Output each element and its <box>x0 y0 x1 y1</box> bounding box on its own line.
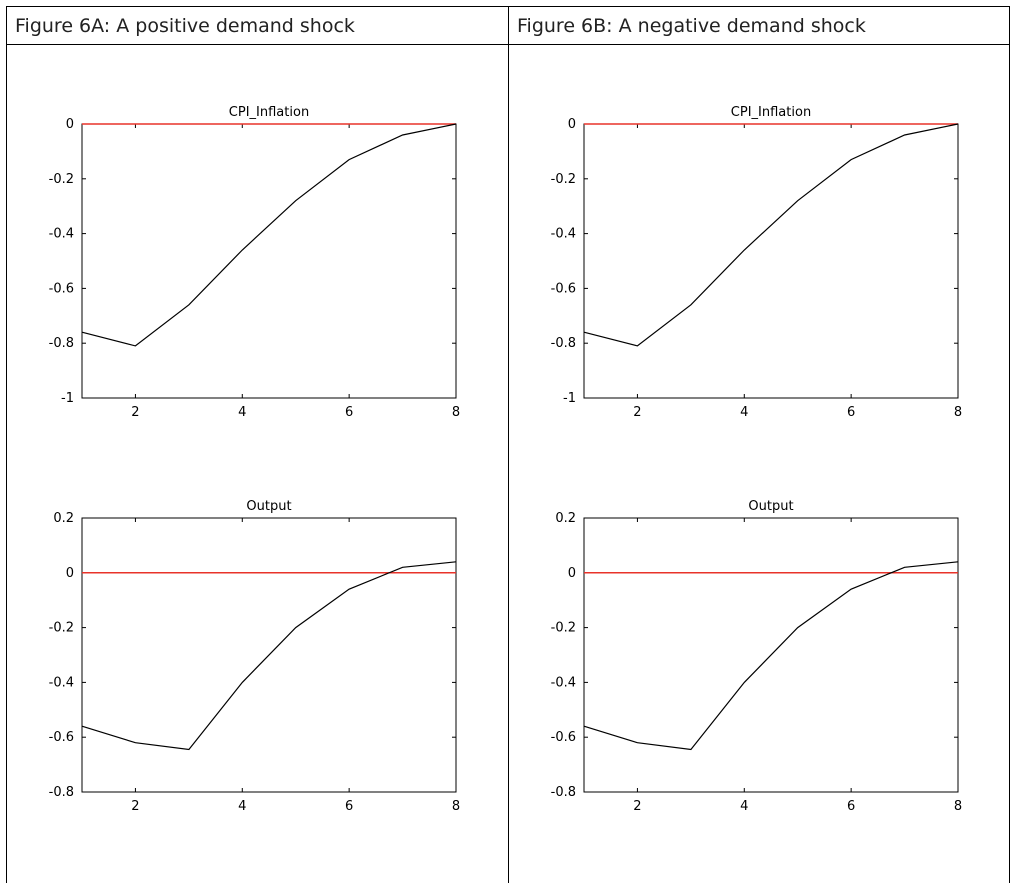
y-tick-label: 0 <box>66 566 74 581</box>
x-tick-label: 6 <box>847 405 855 420</box>
x-tick-label: 6 <box>345 405 353 420</box>
chart-6b-output: Output -0.8 -0.6 -0.4 -0.2 0 0.2 2 4 6 8 <box>551 499 963 814</box>
panel-6a-caption: Figure 6A: A positive demand shock <box>7 6 508 45</box>
response-series-line <box>583 123 959 347</box>
x-tick-label: 6 <box>847 799 855 814</box>
y-tick-label: -0.6 <box>551 730 576 745</box>
y-tick-label: -0.4 <box>551 675 576 690</box>
chart-title: Output <box>748 499 793 514</box>
x-tick-label: 8 <box>452 405 460 420</box>
chart-title: CPI_Inflation <box>229 105 309 120</box>
response-series-line <box>81 561 457 751</box>
y-tick-label: -0.2 <box>49 621 74 636</box>
plot-frame <box>583 123 959 399</box>
x-tick-label: 8 <box>452 799 460 814</box>
x-tick-label: 8 <box>954 405 962 420</box>
panel-6a: Figure 6A: A positive demand shock CPI_I… <box>6 6 509 883</box>
y-tick-label: -0.8 <box>551 785 576 800</box>
y-tick-label: 0.2 <box>555 511 576 526</box>
x-tick-label: 2 <box>633 405 641 420</box>
y-tick-label: 0 <box>66 117 74 132</box>
x-tick-label: 6 <box>345 799 353 814</box>
plot-frame <box>583 517 959 793</box>
chart-6a-cpi-inflation: CPI_Inflation -1 -0.8 -0.6 -0.4 -0.2 0 2 4 6 8 <box>49 105 461 420</box>
y-tick-label: -0.4 <box>49 675 74 690</box>
y-tick-label: -0.2 <box>551 621 576 636</box>
x-tick-label: 2 <box>131 405 139 420</box>
x-tick-label: 4 <box>238 405 246 420</box>
y-tick-label: -1 <box>563 391 576 406</box>
panel-6b: Figure 6B: A negative demand shock CPI_I… <box>509 6 1010 883</box>
y-tick-label: -0.6 <box>49 281 74 296</box>
plot-frame <box>81 123 457 399</box>
y-tick-label: -1 <box>61 391 74 406</box>
x-tick-label: 2 <box>131 799 139 814</box>
x-tick-label: 2 <box>633 799 641 814</box>
figure-table: Figure 6A: A positive demand shock CPI_I… <box>6 6 1010 883</box>
response-series-line <box>583 561 959 751</box>
y-tick-label: -0.2 <box>49 172 74 187</box>
x-tick-label: 4 <box>740 405 748 420</box>
y-tick-label: -0.6 <box>551 281 576 296</box>
plot-frame <box>81 517 457 793</box>
x-tick-label: 4 <box>238 799 246 814</box>
y-tick-label: -0.4 <box>49 227 74 242</box>
y-tick-label: -0.8 <box>49 785 74 800</box>
x-tick-label: 4 <box>740 799 748 814</box>
y-tick-label: -0.2 <box>551 172 576 187</box>
y-tick-label: -0.4 <box>551 227 576 242</box>
y-tick-label: 0.2 <box>53 511 74 526</box>
chart-6a-output: Output -0.8 -0.6 -0.4 -0.2 0 0.2 2 4 6 8 <box>49 499 461 814</box>
chart-title: Output <box>246 499 291 514</box>
chart-title: CPI_Inflation <box>731 105 811 120</box>
y-tick-label: -0.8 <box>49 336 74 351</box>
x-tick-label: 8 <box>954 799 962 814</box>
y-tick-label: -0.6 <box>49 730 74 745</box>
y-tick-label: 0 <box>568 566 576 581</box>
panel-6b-caption: Figure 6B: A negative demand shock <box>509 6 1009 45</box>
chart-6b-cpi-inflation: CPI_Inflation -1 -0.8 -0.6 -0.4 -0.2 0 2 4 6 8 <box>551 105 963 420</box>
y-tick-label: 0 <box>568 117 576 132</box>
y-tick-label: -0.8 <box>551 336 576 351</box>
response-series-line <box>81 123 457 347</box>
